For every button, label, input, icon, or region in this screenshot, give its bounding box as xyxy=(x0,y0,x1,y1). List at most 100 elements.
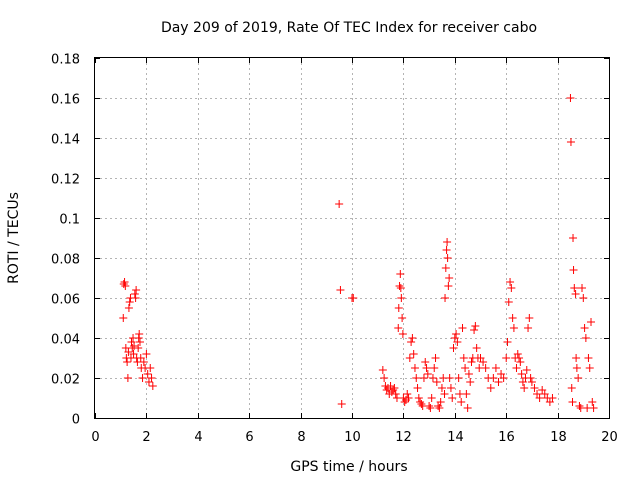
data-point xyxy=(587,318,596,326)
data-point xyxy=(516,358,525,366)
x-tick-label: 14 xyxy=(447,430,464,445)
data-point xyxy=(135,338,144,346)
data-point xyxy=(131,294,140,302)
data-point xyxy=(515,354,524,362)
data-point xyxy=(440,390,449,398)
data-point xyxy=(589,404,598,412)
data-point xyxy=(431,354,440,362)
data-point xyxy=(572,354,581,362)
y-tick-label: 0.04 xyxy=(51,333,80,348)
data-point xyxy=(471,322,480,330)
y-tick-label: 0.08 xyxy=(51,253,80,268)
data-point xyxy=(132,286,141,294)
data-point xyxy=(405,354,414,362)
data-point xyxy=(425,402,434,410)
data-point xyxy=(378,366,387,374)
data-point xyxy=(509,324,518,332)
data-point xyxy=(119,314,128,322)
data-point xyxy=(423,370,432,378)
data-point xyxy=(506,278,515,286)
data-point xyxy=(520,384,529,392)
data-point xyxy=(146,364,155,372)
data-point xyxy=(443,254,452,262)
x-tick-label: 16 xyxy=(498,430,515,445)
data-point xyxy=(135,330,144,338)
data-point xyxy=(398,330,407,338)
data-point xyxy=(119,280,128,288)
data-point xyxy=(441,294,450,302)
x-tick-label: 6 xyxy=(245,430,253,445)
data-point xyxy=(508,314,517,322)
data-point xyxy=(535,394,544,402)
data-point xyxy=(580,324,589,332)
data-point xyxy=(427,394,436,402)
x-tick-label: 12 xyxy=(395,430,412,445)
data-point xyxy=(390,384,399,392)
data-point xyxy=(134,334,143,342)
y-axis-label: ROTI / TECUs xyxy=(6,192,22,284)
data-point xyxy=(123,374,132,382)
data-point xyxy=(463,404,472,412)
data-point xyxy=(394,304,403,312)
data-point xyxy=(446,384,455,392)
data-point xyxy=(464,370,473,378)
data-point xyxy=(566,138,575,146)
data-point xyxy=(466,378,475,386)
data-point xyxy=(449,344,458,352)
data-point xyxy=(120,278,129,286)
data-point xyxy=(148,382,157,390)
data-point xyxy=(130,290,139,298)
data-point xyxy=(436,398,445,406)
data-point xyxy=(421,358,430,366)
plot-frame xyxy=(94,57,610,419)
data-point xyxy=(569,234,578,242)
data-point xyxy=(524,324,533,332)
data-point xyxy=(489,374,498,382)
data-point xyxy=(417,400,426,408)
data-point xyxy=(394,324,403,332)
data-point xyxy=(452,330,461,338)
x-axis-label: GPS time / hours xyxy=(290,459,407,475)
data-point xyxy=(572,364,581,372)
data-point xyxy=(448,394,457,402)
data-point xyxy=(408,334,417,342)
data-point xyxy=(568,398,577,406)
data-point xyxy=(548,394,557,402)
data-point xyxy=(499,374,508,382)
data-point xyxy=(380,374,389,382)
data-point xyxy=(491,364,500,372)
y-tick-label: 0.12 xyxy=(51,173,80,188)
data-point xyxy=(410,364,419,372)
data-point xyxy=(335,200,344,208)
data-point xyxy=(453,338,462,346)
data-point xyxy=(585,364,594,372)
data-point xyxy=(570,284,579,292)
data-point xyxy=(437,384,446,392)
data-point xyxy=(349,294,358,302)
data-point xyxy=(121,282,130,290)
data-point xyxy=(481,364,490,372)
data-point xyxy=(400,398,409,406)
data-point xyxy=(445,374,454,382)
data-point xyxy=(566,94,575,102)
data-point xyxy=(138,374,147,382)
data-point xyxy=(457,398,466,406)
data-point xyxy=(513,350,522,358)
data-point xyxy=(130,342,139,350)
data-point xyxy=(461,364,470,372)
chart-title: Day 209 of 2019, Rate Of TEC Index for r… xyxy=(161,20,537,36)
x-tick-label: 2 xyxy=(142,430,150,445)
data-point xyxy=(123,358,132,366)
data-point xyxy=(502,354,511,362)
data-point xyxy=(403,390,412,398)
data-point xyxy=(414,394,423,402)
data-point xyxy=(579,294,588,302)
x-tick-label: 20 xyxy=(601,430,618,445)
data-point xyxy=(512,364,521,372)
data-point xyxy=(409,350,418,358)
data-point xyxy=(574,374,583,382)
x-tick-label: 18 xyxy=(550,430,567,445)
data-point xyxy=(134,344,143,352)
data-point xyxy=(459,354,468,362)
data-point xyxy=(444,282,453,290)
